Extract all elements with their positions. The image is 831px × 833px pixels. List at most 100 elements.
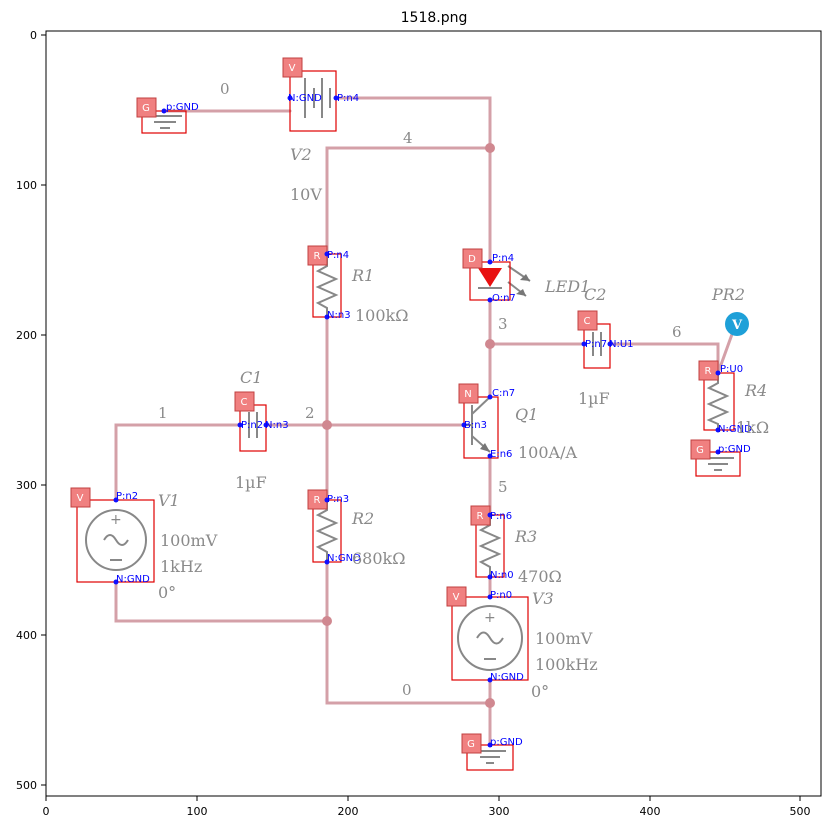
component-c2: C P:n7 N:U1 C2 1µF [577, 285, 634, 408]
x-tick-label: 300 [489, 805, 510, 818]
pin-label: P:n6 [490, 511, 512, 522]
component-r4: R P:U0 N:GND R4 1kΩ [698, 360, 769, 437]
component-value: 1µF [235, 473, 267, 492]
component-tag: R [314, 495, 321, 506]
ground-symbol: G p:GND [461, 733, 523, 771]
component-value: 100kΩ [355, 306, 409, 325]
net-label: 3 [498, 315, 508, 333]
y-tick-label: 500 [16, 779, 37, 792]
pin-label: p:GND [718, 444, 751, 455]
component-tag: D [468, 254, 476, 265]
net-label: 1 [158, 404, 168, 422]
net-label: 6 [672, 323, 682, 341]
net-label: 5 [498, 478, 508, 496]
x-tick-label: 500 [790, 805, 811, 818]
component-name: Q1 [515, 405, 538, 424]
probe-pr2: PR2 V [711, 285, 749, 336]
pin-label: E:n6 [490, 449, 512, 460]
junctions [322, 143, 495, 708]
component-name: C2 [584, 285, 606, 304]
x-axis: 0 100 200 300 400 500 [43, 796, 811, 818]
pin-label: N:n3 [265, 420, 289, 431]
component-value: 100mV [160, 531, 218, 550]
pin-label: P:n0 [490, 590, 512, 601]
component-name: R2 [351, 509, 374, 528]
component-c1: C P:n2 N:n3 C1 1µF [234, 368, 289, 492]
component-v3: + V P:n0 N:GND V3 100mV 100kHz 0° [446, 586, 598, 701]
pin-label: N:GND [116, 574, 150, 585]
pin-label: N:GND [288, 93, 322, 104]
component-name: R1 [351, 266, 374, 285]
figure-title: 1518.png [401, 10, 468, 26]
pin-label: N:n3 [327, 310, 351, 321]
ground-symbol: G p:GND [136, 97, 199, 134]
x-tick-label: 200 [338, 805, 359, 818]
component-name: LED1 [544, 277, 590, 296]
component-v1: + V P:n2 N:GND V1 100mV 1kHz 0° [70, 487, 218, 602]
component-name: V1 [158, 491, 180, 510]
pin-label: N:GND [490, 672, 524, 683]
y-tick-label: 100 [16, 179, 37, 192]
voltmeter-icon [725, 312, 749, 336]
pin-label: P:n3 [327, 494, 349, 505]
component-tag: N [464, 389, 471, 400]
net-label: 0 [402, 681, 412, 699]
component-v2: V N:GND P:n4 V2 10V [282, 57, 359, 204]
component-value: 10V [290, 185, 322, 204]
pin-label: N:n0 [490, 570, 514, 581]
pin-label: P:n2 [241, 420, 263, 431]
x-tick-label: 100 [187, 805, 208, 818]
pin-label: P:n4 [327, 250, 349, 261]
net-label: 0 [220, 80, 230, 98]
component-r1: R P:n4 N:n3 R1 100kΩ [307, 245, 409, 325]
component-name: V2 [290, 145, 312, 164]
y-tick-label: 200 [16, 329, 37, 342]
pin-label: p:GND [490, 737, 523, 748]
component-value: 100A/A [518, 443, 577, 462]
probe-name: PR2 [711, 285, 745, 304]
x-tick-label: 0 [43, 805, 50, 818]
component-r2: R P:n3 N:GND R2 680kΩ [307, 489, 406, 568]
component-value: 100mV [535, 629, 593, 648]
probe-symbol: V [731, 318, 743, 333]
pin-label: P:n2 [116, 491, 138, 502]
plus-sign-icon: + [110, 512, 122, 528]
pin-label: P:n7 [585, 339, 607, 350]
component-r3: R P:n6 N:n0 R3 470Ω [470, 505, 562, 586]
component-value: 0° [158, 583, 176, 602]
component-name: R4 [744, 381, 767, 400]
component-tag: V [77, 493, 84, 504]
component-tag: G [142, 103, 150, 114]
component-tag: V [289, 63, 296, 74]
component-tag: G [696, 445, 704, 456]
pin-label: O:n7 [492, 293, 516, 304]
net-label: 4 [403, 129, 413, 147]
pin-label: N:GND [327, 553, 361, 564]
component-value: 680kΩ [352, 549, 406, 568]
pin-label: P:n4 [492, 253, 514, 264]
component-tag: R [705, 366, 712, 377]
component-tag: C [584, 316, 591, 327]
component-value: 1µF [578, 389, 610, 408]
y-tick-label: 0 [30, 29, 37, 42]
plus-sign-icon: + [484, 610, 496, 626]
component-value: 0° [531, 682, 549, 701]
pin-label: p:GND [166, 102, 199, 113]
plot-frame [45, 30, 822, 797]
component-tag: C [241, 397, 248, 408]
component-q1: N C:n7 B:n3 E:n6 Q1 100A/A [458, 383, 577, 462]
component-name: R3 [514, 527, 537, 546]
component-value: 1kΩ [736, 418, 769, 437]
net-labels: 0 4 1 2 3 6 5 0 [158, 80, 682, 699]
bounding-box [289, 70, 337, 132]
y-tick-label: 300 [16, 479, 37, 492]
net-label: 2 [305, 404, 315, 422]
pin-label: B:n3 [464, 420, 487, 431]
component-tag: V [453, 592, 460, 603]
component-name: C1 [240, 368, 262, 387]
pin-label: N:U1 [609, 339, 634, 350]
y-axis: 0 100 200 300 400 500 [16, 29, 46, 792]
component-tag: R [477, 511, 484, 522]
component-tag: G [467, 739, 475, 750]
component-tag: R [314, 251, 321, 262]
